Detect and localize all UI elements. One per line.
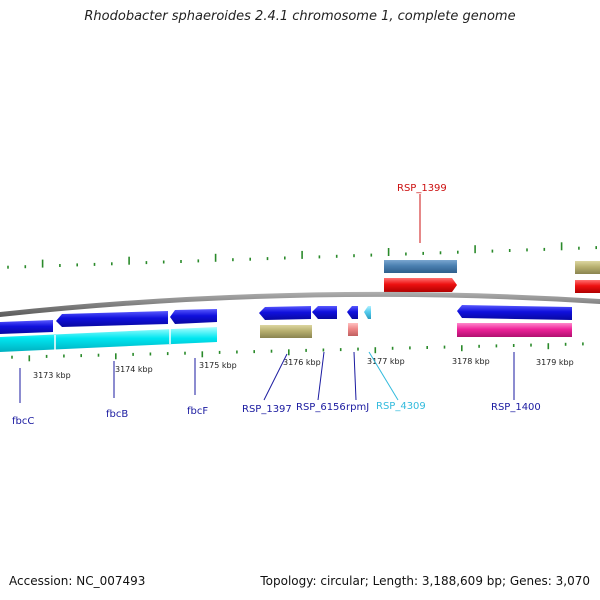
feature-red-right[interactable] [575, 280, 600, 293]
feature-steel-blue[interactable] [384, 260, 457, 273]
leader-line [353, 351, 357, 401]
kbp-tick-label: 3178 kbp [452, 357, 490, 366]
position-tick-labels: 3173 kbp 3174 kbp 3175 kbp 3176 kbp 3177 kbp… [33, 357, 574, 380]
kbp-tick-label: 3175 kbp [199, 361, 237, 370]
gene-label-fbcf[interactable]: fbcF [187, 406, 208, 417]
feature-rsp-1399[interactable] [384, 278, 457, 292]
accession-text: Accession: NC_007493 [9, 574, 146, 588]
gene-label-layer: fbcC fbcB fbcF RSP_1397 RSP_6156 rpmJ RSP_4309… [12, 183, 541, 427]
gene-label-rsp-1400[interactable]: RSP_1400 [491, 402, 541, 413]
genome-backbone [0, 291, 600, 317]
kbp-tick-label: 3177 kbp [367, 357, 405, 366]
feature-rsp-6156[interactable] [312, 306, 337, 319]
feature-rsp-1400-gene[interactable] [457, 323, 572, 337]
gene-label-rsp-1397[interactable]: RSP_1397 [242, 404, 292, 415]
forward-feature-track [384, 260, 600, 293]
feature-rsp-1400[interactable] [457, 305, 572, 320]
genome-summary-text: Topology: circular; Length: 3,188,609 bp… [260, 574, 590, 588]
leader-line [368, 351, 399, 401]
kbp-tick-label: 3173 kbp [33, 371, 71, 380]
feature-rpmJ-gene[interactable] [348, 323, 358, 336]
leader-line [317, 351, 325, 401]
gene-label-fbcc[interactable]: fbcC [12, 416, 34, 427]
page-title: Rhodobacter sphaeroides 2.4.1 chromosome… [84, 9, 516, 24]
feature-fbcF[interactable] [170, 309, 217, 324]
gc-content-track-lower [11, 342, 584, 362]
feature-steel-blue-right[interactable] [575, 261, 600, 274]
gene-label-fbcb[interactable]: fbcB [106, 409, 128, 420]
gene-label-rsp-6156[interactable]: RSP_6156 [296, 402, 346, 413]
reverse-feature-track [0, 305, 572, 352]
gene-label-rsp-1399[interactable]: RSP_1399 [397, 183, 447, 194]
kbp-tick-label: 3174 kbp [115, 365, 153, 374]
gc-content-track-upper [7, 242, 598, 269]
gene-label-rsp-4309[interactable]: RSP_4309 [376, 401, 426, 412]
feature-fbcB[interactable] [56, 311, 168, 327]
kbp-tick-label: 3176 kbp [283, 358, 321, 367]
feature-rsp-1397-gene[interactable] [260, 325, 312, 338]
gene-label-rpmj[interactable]: rpmJ [346, 402, 369, 413]
kbp-tick-label: 3179 kbp [536, 358, 574, 367]
feature-rsp-4309[interactable] [364, 306, 371, 319]
feature-rpmJ[interactable] [347, 306, 358, 319]
feature-rsp-1397[interactable] [259, 306, 311, 320]
leader-line [263, 353, 288, 401]
feature-fbcC[interactable] [0, 320, 53, 334]
